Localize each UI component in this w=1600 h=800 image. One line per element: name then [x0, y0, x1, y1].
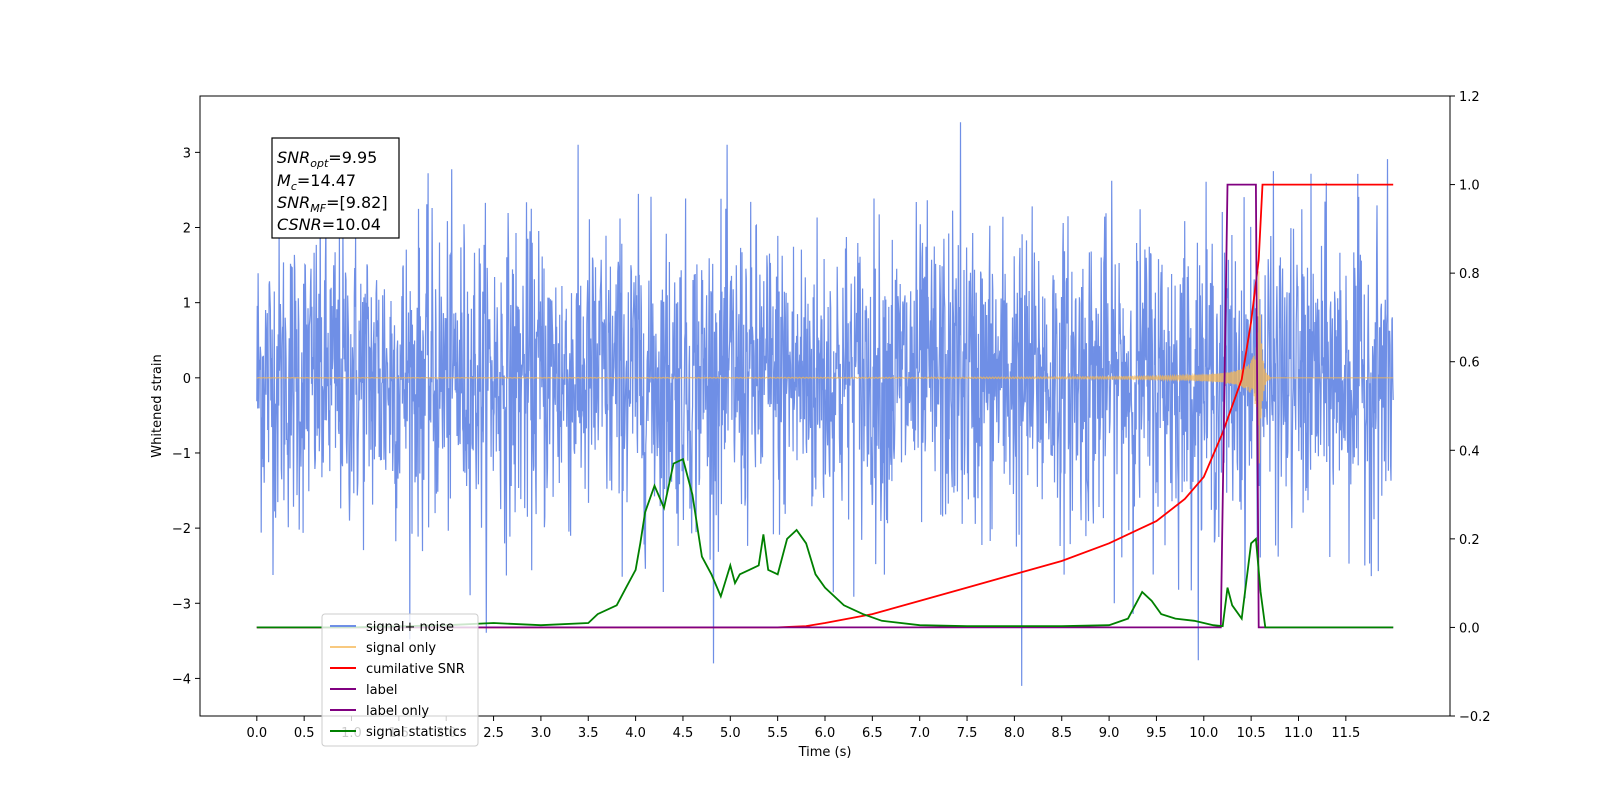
x-tick-label: 3.0: [531, 726, 552, 741]
y-axis-label: Whitened strain: [150, 354, 165, 457]
annotation-csnr: CSNR=10.04: [277, 215, 381, 234]
x-tick-label: 6.0: [815, 726, 836, 741]
y-tick-label: 3: [183, 146, 191, 161]
y-tick-label: 2: [183, 222, 191, 237]
annotation-snr-mf: SNRMF=[9.82]: [277, 193, 388, 215]
series-signal-only: [256, 271, 1394, 464]
x-tick-label: 5.0: [720, 726, 741, 741]
x-tick-label: 6.5: [862, 726, 883, 741]
x-tick-label: 9.5: [1146, 726, 1167, 741]
y-tick-label: 1: [183, 297, 191, 312]
x-axis-label: Time (s): [798, 745, 852, 760]
y2-tick-label: 0.6: [1459, 356, 1480, 371]
series-signal-noise: [256, 122, 1394, 686]
series-layer: [256, 122, 1394, 686]
legend-label: label only: [366, 704, 429, 719]
y2-tick-label: 0.8: [1459, 267, 1480, 282]
series-signal-statistics: [256, 457, 1394, 629]
y-axis-right: 1.2 1.0 0.8 0.6 0.4 0.2 0.0 −0.2: [1450, 90, 1491, 725]
y2-tick-label: 0.0: [1459, 621, 1480, 636]
series-label: [256, 183, 1394, 629]
x-tick-label: 7.5: [957, 726, 978, 741]
legend-label: signal statistics: [366, 725, 467, 740]
series-cumulative-snr: [256, 183, 1394, 629]
annotation-snr-opt: SNRopt=9.95: [277, 148, 377, 170]
legend-label: cumilative SNR: [366, 662, 465, 677]
x-tick-label: 3.5: [578, 726, 599, 741]
x-tick-label: 2.5: [483, 726, 504, 741]
x-tick-label: 10.0: [1189, 726, 1218, 741]
legend-label: label: [366, 683, 397, 698]
legend-label: signal only: [366, 641, 436, 656]
y-tick-label: 0: [183, 372, 191, 387]
x-tick-label: 8.0: [1004, 726, 1025, 741]
x-tick-label: 11.0: [1284, 726, 1313, 741]
x-tick-label: 11.5: [1331, 726, 1360, 741]
x-tick-label: 7.0: [909, 726, 930, 741]
x-tick-label: 10.5: [1237, 726, 1266, 741]
y2-tick-label: 0.4: [1459, 444, 1480, 459]
annotation-mc: Mc=14.47: [277, 171, 356, 193]
y2-tick-label: 0.2: [1459, 533, 1480, 548]
x-tick-label: 9.0: [1099, 726, 1120, 741]
annotation-box: SNRopt=9.95 Mc=14.47 SNRMF=[9.82] CSNR=1…: [271, 137, 400, 239]
y-tick-label: −1: [172, 447, 191, 462]
y-tick-label: −4: [172, 672, 191, 687]
x-tick-label: 4.0: [625, 726, 646, 741]
y-axis-left: 3 2 1 0 −1 −2 −3 −4: [172, 146, 200, 687]
legend-frame: [321, 613, 479, 747]
y2-tick-label: 1.0: [1459, 179, 1480, 194]
y-tick-label: −3: [172, 597, 191, 612]
legend: signal+ noise signal only cumilative SNR la…: [321, 613, 479, 747]
x-tick-label: 0.5: [294, 726, 315, 741]
x-tick-label: 0.0: [246, 726, 267, 741]
legend-label: signal+ noise: [366, 620, 454, 635]
x-tick-label: 4.5: [673, 726, 694, 741]
y2-tick-label: −0.2: [1459, 710, 1491, 725]
y-tick-label: −2: [172, 522, 191, 537]
x-tick-label: 8.5: [1051, 726, 1072, 741]
x-tick-label: 5.5: [767, 726, 788, 741]
y2-tick-label: 1.2: [1459, 90, 1480, 105]
